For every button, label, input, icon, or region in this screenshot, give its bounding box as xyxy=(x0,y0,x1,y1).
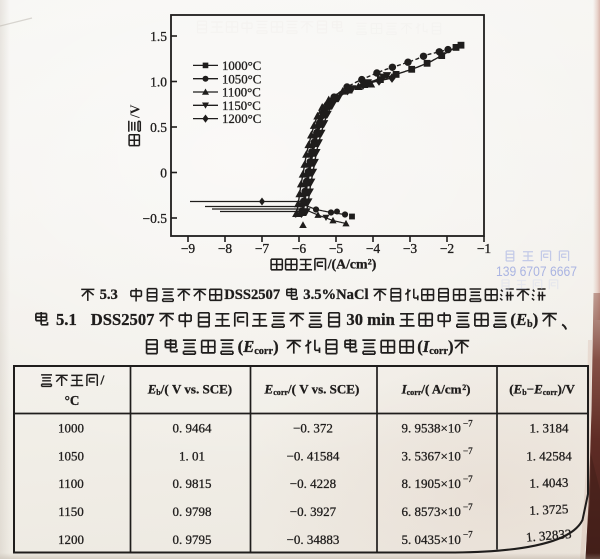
svg-text:30 min: 30 min xyxy=(346,310,394,329)
svg-text:E: E xyxy=(242,337,254,356)
svg-text:E: E xyxy=(147,381,157,396)
svg-text:0. 9464: 0. 9464 xyxy=(173,421,213,436)
svg-text:corr: corr xyxy=(254,346,273,357)
svg-text:DSS2507: DSS2507 xyxy=(91,310,155,329)
svg-text:−7: −7 xyxy=(463,474,473,484)
svg-text:0. 9795: 0. 9795 xyxy=(173,532,212,547)
svg-text:−0. 372: −0. 372 xyxy=(293,421,333,436)
svg-text:1050: 1050 xyxy=(58,448,84,463)
svg-text:−1: −1 xyxy=(477,241,491,256)
svg-text:b: b xyxy=(156,388,161,397)
svg-text:0: 0 xyxy=(160,165,167,180)
svg-text:1. 3725: 1. 3725 xyxy=(529,501,569,518)
svg-text:/(A/cm: /(A/cm xyxy=(327,257,368,273)
svg-text:−5: −5 xyxy=(329,241,344,256)
svg-text:corr: corr xyxy=(429,346,448,357)
svg-text:corr: corr xyxy=(407,388,422,397)
svg-text:)/V: )/V xyxy=(558,381,576,396)
svg-text:b: b xyxy=(522,388,527,397)
svg-text:1000: 1000 xyxy=(58,421,84,436)
svg-text:1100°C: 1100°C xyxy=(222,86,261,100)
svg-text:3.5%NaCl: 3.5%NaCl xyxy=(303,287,368,303)
svg-text:139 6707 6667: 139 6707 6667 xyxy=(496,263,577,279)
svg-text:/: / xyxy=(100,372,105,387)
svg-text:corr: corr xyxy=(543,388,558,397)
svg-text:−7: −7 xyxy=(463,530,473,540)
svg-text:²: ² xyxy=(462,381,466,396)
svg-text:−9: −9 xyxy=(181,241,196,256)
svg-text:−0. 34883: −0. 34883 xyxy=(287,532,340,547)
svg-text:): ) xyxy=(273,337,279,356)
svg-text:1000°C: 1000°C xyxy=(222,59,261,73)
svg-text:−2: −2 xyxy=(440,241,454,256)
svg-text:1. 3184: 1. 3184 xyxy=(530,421,570,436)
svg-text:1100: 1100 xyxy=(58,476,84,491)
svg-text:1150°C: 1150°C xyxy=(222,99,261,113)
svg-text:I: I xyxy=(401,381,408,396)
svg-text:1. 01: 1. 01 xyxy=(179,448,205,463)
svg-text:0. 9815: 0. 9815 xyxy=(173,476,212,491)
svg-text:−0. 3927: −0. 3927 xyxy=(290,504,337,519)
svg-text:−0. 4228: −0. 4228 xyxy=(290,476,336,491)
svg-text:−: − xyxy=(527,381,534,396)
svg-text:1150: 1150 xyxy=(58,504,84,519)
svg-text:DSS2507: DSS2507 xyxy=(224,287,280,303)
svg-text:/V: /V xyxy=(127,104,142,119)
svg-text:/(: /( xyxy=(287,381,296,396)
svg-text:°C: °C xyxy=(65,393,80,408)
svg-text:1.5: 1.5 xyxy=(150,29,167,44)
svg-text:−8: −8 xyxy=(218,241,233,256)
svg-text:E: E xyxy=(264,381,274,396)
svg-text:−7: −7 xyxy=(463,502,473,512)
svg-text:1050°C: 1050°C xyxy=(222,72,261,86)
svg-text:V vs. SCE): V vs. SCE) xyxy=(299,381,359,396)
svg-text:9. 9538×10: 9. 9538×10 xyxy=(402,421,461,436)
svg-text:−7: −7 xyxy=(255,241,270,256)
svg-text:E: E xyxy=(513,381,523,396)
svg-text:1. 4043: 1. 4043 xyxy=(529,475,568,491)
svg-text:I: I xyxy=(422,337,430,356)
svg-text:−7: −7 xyxy=(463,418,473,428)
svg-text:5.3: 5.3 xyxy=(100,287,118,303)
svg-text:): ) xyxy=(533,310,539,329)
svg-text:6. 8573×10: 6. 8573×10 xyxy=(402,504,461,519)
svg-text:−0. 41584: −0. 41584 xyxy=(287,448,340,463)
svg-text:/(: /( xyxy=(160,381,169,396)
svg-text:V vs. SCE): V vs. SCE) xyxy=(172,381,232,396)
svg-text:(: ( xyxy=(509,381,513,396)
svg-text:²: ² xyxy=(368,257,372,272)
svg-text:corr: corr xyxy=(273,388,288,397)
svg-text:−7: −7 xyxy=(463,446,473,456)
svg-text:): ) xyxy=(466,381,470,396)
svg-text:): ) xyxy=(372,257,377,273)
svg-text:1. 42584: 1. 42584 xyxy=(526,448,572,463)
svg-text:0.5: 0.5 xyxy=(150,120,167,135)
svg-text:3. 5367×10: 3. 5367×10 xyxy=(402,448,461,463)
svg-text:5.1: 5.1 xyxy=(56,310,77,329)
svg-text:1200°C: 1200°C xyxy=(222,112,261,126)
svg-text:): ) xyxy=(448,337,454,356)
svg-text:(: ( xyxy=(238,337,244,356)
svg-text:−4: −4 xyxy=(366,241,381,256)
svg-text:−0.5: −0.5 xyxy=(143,211,168,226)
svg-text:/( A/cm: /( A/cm xyxy=(420,381,461,396)
svg-text:E: E xyxy=(515,310,527,329)
svg-text:1.0: 1.0 xyxy=(150,74,167,89)
svg-text:8. 1905×10: 8. 1905×10 xyxy=(402,476,461,491)
svg-text:b: b xyxy=(527,319,533,330)
svg-text:−3: −3 xyxy=(403,241,418,256)
svg-text:E: E xyxy=(533,381,543,396)
svg-text:1200: 1200 xyxy=(58,532,84,547)
svg-text:(: ( xyxy=(417,337,423,356)
svg-text:1. 32833: 1. 32833 xyxy=(525,526,572,545)
svg-text:5. 0435×10: 5. 0435×10 xyxy=(402,532,461,547)
svg-text:(: ( xyxy=(510,310,516,329)
svg-text:0. 9798: 0. 9798 xyxy=(173,504,212,519)
svg-text:−6: −6 xyxy=(292,241,307,256)
